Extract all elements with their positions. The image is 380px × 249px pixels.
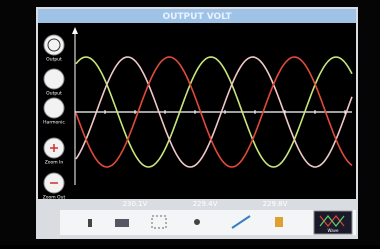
title: OUTPUT VOLT bbox=[162, 12, 232, 22]
tool-icon[interactable] bbox=[88, 219, 92, 227]
page: OUTPUT VOLT Output Output Harmonic Zoom In Z… bbox=[0, 0, 380, 249]
sidebar-button-label: Zoom Out bbox=[43, 195, 66, 201]
active-tool-label: Wave bbox=[328, 228, 340, 233]
sidebar-button[interactable] bbox=[44, 35, 64, 55]
toolbar bbox=[60, 210, 356, 235]
tool-icon[interactable] bbox=[115, 219, 129, 227]
voltage-reading: 230.1V bbox=[123, 200, 148, 208]
sidebar-button-label: Zoom In bbox=[45, 160, 64, 166]
sidebar-button-label: Output bbox=[46, 91, 62, 97]
voltage-reading: 229.4V bbox=[193, 200, 218, 208]
sidebar-button[interactable] bbox=[44, 98, 64, 118]
sidebar-button[interactable] bbox=[44, 69, 64, 89]
sidebar-button-label: Harmonic bbox=[43, 120, 65, 126]
readings: 230.1V 229.4V 229.8V bbox=[123, 200, 288, 208]
sidebar-button-label: Output bbox=[46, 57, 62, 63]
tool-icon[interactable] bbox=[194, 219, 200, 225]
voltage-reading: 229.8V bbox=[263, 200, 288, 208]
device-screen: OUTPUT VOLT Output Output Harmonic Zoom In Z… bbox=[0, 0, 380, 245]
tool-icon[interactable] bbox=[275, 217, 283, 227]
